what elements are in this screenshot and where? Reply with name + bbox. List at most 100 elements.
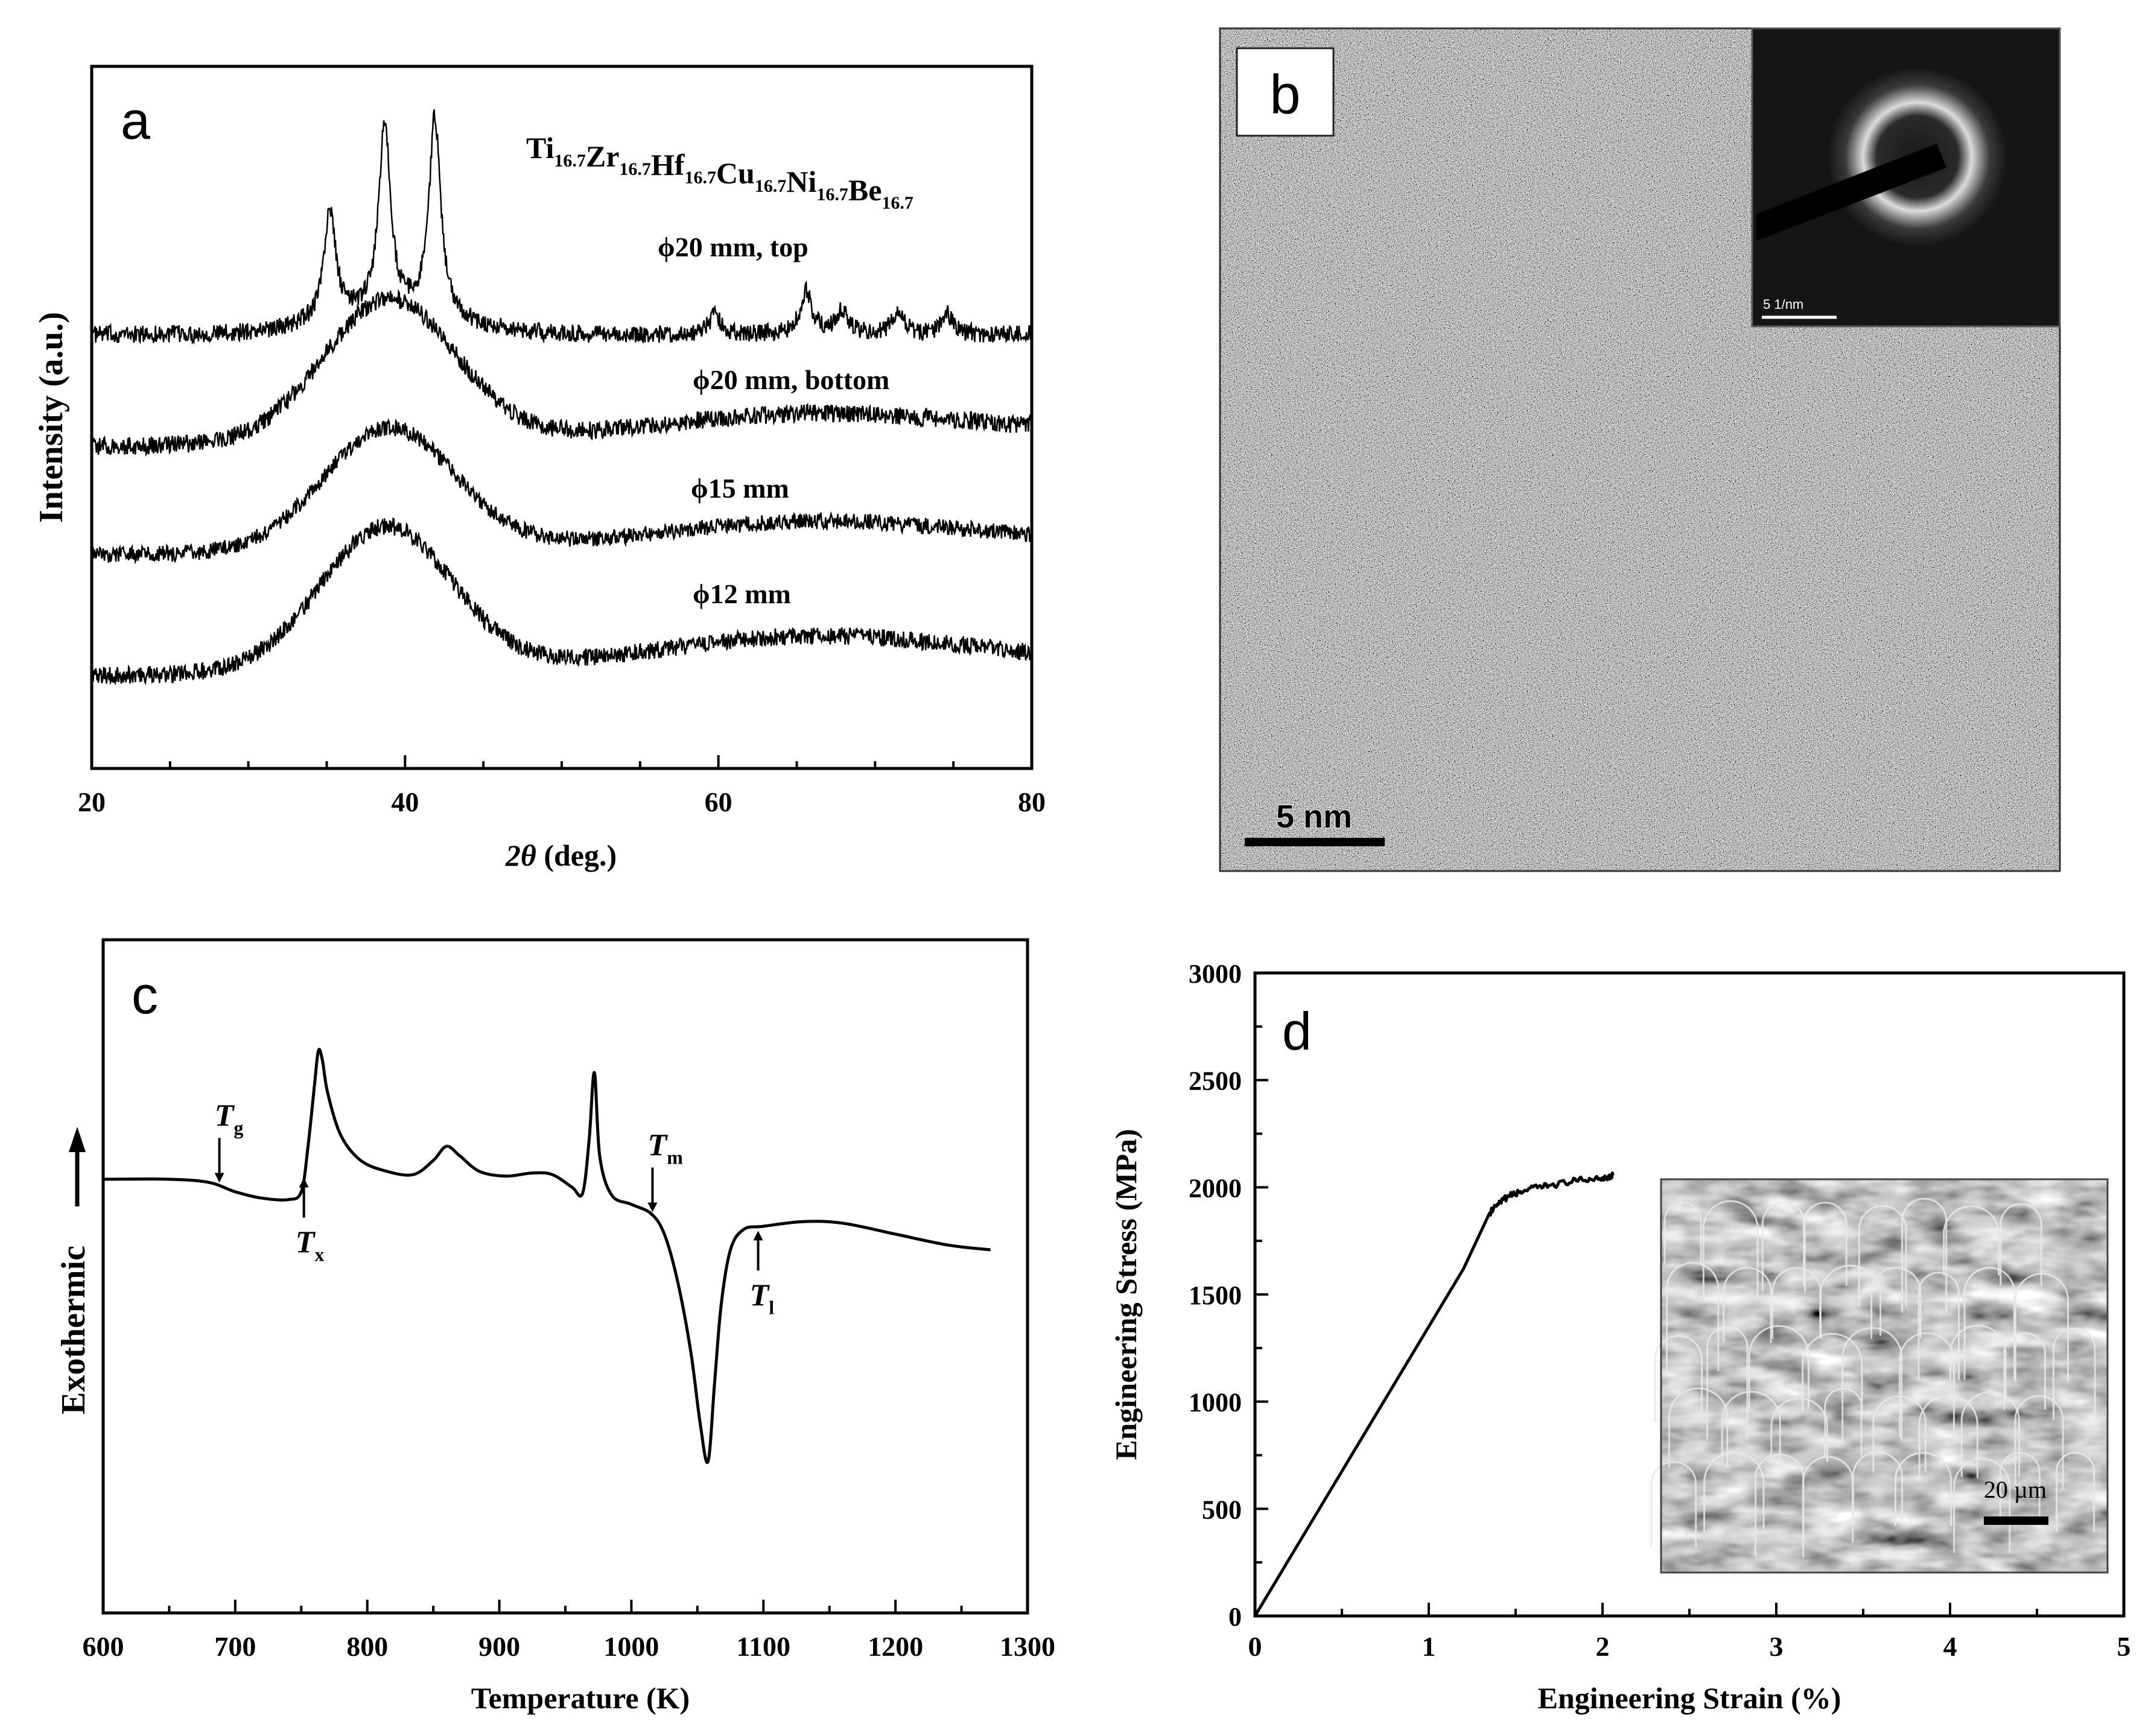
composition-element: Ni	[786, 165, 816, 198]
annotation-label: Tm	[647, 1129, 683, 1168]
panel-a-xtick-label: 80	[1018, 787, 1046, 817]
sem-vein	[1802, 1456, 1854, 1543]
saed-beam-stop	[1756, 144, 1946, 241]
panel-a-xtick-label: 20	[78, 787, 106, 817]
panel-c-xtick-label: 1300	[1000, 1631, 1055, 1662]
sem-vein	[2014, 1395, 2064, 1489]
sem-vein	[1650, 1461, 1697, 1548]
sem-vein	[1963, 1267, 2015, 1380]
panel-d-ytick-label: 1000	[1189, 1388, 1242, 1418]
annotation-label: Tg	[215, 1098, 244, 1138]
sem-inset: 20 µm	[1650, 1178, 2109, 1574]
panel-c-xtick-label: 1000	[603, 1631, 659, 1662]
xrd-series-line	[91, 517, 1032, 686]
panel-c-xlabel: Temperature (K)	[471, 1681, 690, 1715]
sem-vein	[1666, 1261, 1720, 1371]
panel-c-xtick-label: 1200	[868, 1631, 923, 1662]
sem-vein	[1824, 1387, 1863, 1458]
panel-a-xlabel: 2θ (deg.)	[505, 838, 617, 872]
xrd-series-line	[91, 109, 1033, 345]
panel-d-xtick-label: 3	[1770, 1631, 1784, 1662]
panel-c-letter: c	[132, 965, 158, 1025]
annotation-Tx: Tx	[296, 1177, 325, 1266]
panel-c-xtick-labels: 600 700 800 900 1000 1100 1200 1300	[83, 1631, 1056, 1662]
annotation-label: Tl	[750, 1278, 775, 1318]
sem-vein	[1721, 1390, 1781, 1462]
sem-vein	[1918, 1394, 1978, 1478]
sem-vein	[1894, 1451, 1952, 1527]
panel-b-frame	[1219, 27, 2061, 872]
panel-d-xtick-label: 1	[1422, 1631, 1436, 1662]
sem-vein	[2052, 1327, 2096, 1420]
panel-d-xtick-labels: 0 1 2 3 4 5	[1248, 1631, 2131, 1662]
panel-d-ticks	[1254, 972, 2125, 1617]
annotation-Tg: Tg	[214, 1098, 244, 1183]
sem-vein	[1949, 1324, 2007, 1403]
sem-vein	[1872, 1395, 1927, 1472]
panel-d-xlabel: Engineering Strain (%)	[1538, 1681, 1841, 1715]
sem-inset-frame	[1660, 1178, 2109, 1574]
sem-vein	[2056, 1451, 2095, 1533]
panel-d-xtick-label: 5	[2117, 1631, 2131, 1662]
xrd-series-label: ϕ15 mm	[691, 473, 789, 504]
panel-d-ylabel: Engineering Stress (MPa)	[1109, 1129, 1143, 1460]
sem-vein	[1999, 1451, 2041, 1516]
composition-element: Zr	[586, 139, 620, 173]
annotation-label: Tx	[296, 1226, 325, 1266]
panel-a-xtick-label: 60	[705, 787, 732, 817]
sem-fracture-image	[1661, 1179, 2108, 1573]
exothermic-arrow-icon	[69, 1127, 86, 1206]
sem-vein	[1870, 1267, 1922, 1339]
sem-vein	[1761, 1202, 1806, 1292]
panel-d-stress-strain-curve	[1253, 1171, 1615, 1617]
composition-element: Ti	[526, 131, 554, 165]
sem-scale-label: 20 µm	[1984, 1476, 2047, 1503]
sem-vein	[2000, 1203, 2042, 1286]
panel-d-ytick-label: 500	[1202, 1495, 1242, 1524]
sem-vein	[1663, 1201, 1702, 1264]
sem-vein	[1852, 1451, 1904, 1522]
panel-d-ytick-label: 0	[1228, 1602, 1242, 1632]
panel-c-xtick-label: 800	[346, 1631, 388, 1662]
composition-subscript: 16.7	[684, 168, 716, 188]
panel-c-ticks	[102, 1600, 1029, 1613]
composition-subscript: 16.7	[619, 159, 651, 179]
panel-b-scale-label: 5 nm	[1276, 799, 1352, 835]
panel-c-xtick-label: 700	[214, 1631, 256, 1662]
sem-vein	[1953, 1458, 2011, 1553]
sem-vein	[2003, 1332, 2046, 1410]
panel-c-ylabel: Exothermic	[55, 1246, 92, 1414]
panel-d-xtick-label: 2	[1596, 1631, 1610, 1662]
composition-element: Cu	[716, 156, 755, 190]
panel-a-composition: Ti16.7Zr16.7Hf16.7Cu16.7Ni16.7Be16.7	[526, 131, 913, 213]
panel-d-ytick-label: 3000	[1189, 959, 1242, 989]
panel-d-ytick-label: 1500	[1189, 1281, 1242, 1310]
panel-d-compression: d 0 1 2 3 4 5 0 500 1000 1500 2000 2500 3000 Engine…	[1109, 959, 2131, 1715]
saed-scale-label: 5 1/nm	[1763, 297, 1803, 312]
panel-a-xtick-labels: 20 40 60 80	[78, 787, 1046, 817]
sem-vein	[1841, 1327, 1903, 1441]
sem-vein	[1802, 1332, 1863, 1412]
panel-a-xrd: a Ti16.7Zr16.7Hf16.7Cu16.7Ni16.7Be16.7 ϕ…	[33, 65, 1046, 872]
panel-c-annotations: Tg Tx Tm Tl	[214, 1098, 775, 1318]
sem-vein	[1901, 1197, 1948, 1313]
xrd-series-line	[91, 288, 1033, 457]
saed-inset: 5 1/nm	[1751, 27, 2061, 328]
xrd-series-label: ϕ12 mm	[693, 578, 791, 609]
sem-vein	[1943, 1205, 2000, 1276]
annotation-Tl: Tl	[750, 1231, 775, 1318]
sem-vein	[1702, 1200, 1759, 1297]
sem-vein	[2014, 1273, 2069, 1382]
panel-c-xtick-label: 1100	[737, 1631, 790, 1662]
panel-b-letter: b	[1269, 64, 1300, 125]
panel-d-ytick-labels: 0 500 1000 1500 2000 2500 3000	[1189, 959, 1242, 1632]
panel-c-dsc-curve	[103, 1048, 991, 1465]
sem-vein	[1858, 1205, 1907, 1307]
sem-vein	[1706, 1326, 1749, 1440]
composition-subscript: 16.7	[554, 151, 586, 171]
xrd-series-line	[91, 417, 1033, 565]
composition-subscript: 16.7	[816, 185, 848, 204]
xrd-series-label: ϕ20 mm, bottom	[693, 364, 889, 395]
